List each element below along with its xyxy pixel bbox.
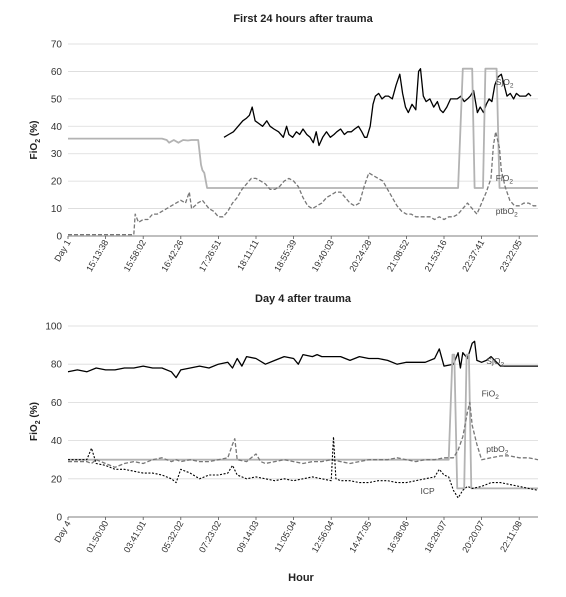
x-tick-label: Day 1 xyxy=(52,238,72,263)
y-tick-label: 20 xyxy=(51,177,63,188)
y-tick-label: 20 xyxy=(51,474,63,485)
series-sjo2-line xyxy=(67,340,538,379)
x-tick-label: Day 4 xyxy=(52,519,72,544)
y-axis-label: FiO2 (%) xyxy=(29,402,42,441)
x-tick-label: 03:41:01 xyxy=(122,519,148,554)
y-tick-label: 50 xyxy=(51,94,63,105)
x-tick-label: 20:24:28 xyxy=(347,238,373,273)
x-tick-label: 07:23:02 xyxy=(197,519,223,554)
x-tick-label: 19:40:03 xyxy=(310,238,336,273)
y-tick-label: 30 xyxy=(51,149,63,160)
series-ptbo2-line xyxy=(68,401,539,468)
y-tick-label: 60 xyxy=(51,67,63,78)
y-tick-label: 0 xyxy=(56,513,62,524)
x-tick-label: 22:11:08 xyxy=(498,519,524,554)
x-tick-label: 12:56:04 xyxy=(310,519,336,554)
x-tick-label: 21:08:52 xyxy=(385,238,411,273)
y-tick-label: 40 xyxy=(51,436,63,447)
chart-panel-1: First 24 hours after trauma FiO2 (%) 0 10 20… xyxy=(29,13,538,273)
y-tick-label: 60 xyxy=(51,398,63,409)
y-tick-label: 70 xyxy=(51,40,63,51)
x-tick-label: 18:11:11 xyxy=(235,238,261,272)
x-tick-label: 18:29:07 xyxy=(423,519,449,554)
y-tick-label: 0 xyxy=(56,232,62,243)
chart-title: First 24 hours after trauma xyxy=(233,13,373,25)
x-axis-title: Hour xyxy=(288,572,314,584)
x-tick-label: 15:58:02 xyxy=(122,238,148,273)
x-tick-label: 01:50:00 xyxy=(84,519,110,554)
series-label-sjo2: SjO2 xyxy=(496,77,514,90)
y-tick-label: 40 xyxy=(51,122,63,133)
x-tick-label: 11:05:04 xyxy=(272,519,298,554)
chart-panel-2: Day 4 after trauma FiO2 (%) 0 20 40 60 80 100 Da… xyxy=(29,293,539,554)
series-ptbo2-line xyxy=(68,131,538,236)
series-label-fio2: FiO2 xyxy=(496,173,514,186)
x-tick-label: 16:38:06 xyxy=(385,519,411,554)
x-tick-label: 15:13:38 xyxy=(84,238,110,273)
chart-title: Day 4 after trauma xyxy=(255,293,352,305)
y-tick-label: 100 xyxy=(45,322,62,333)
series-label-sjo2: SjO2 xyxy=(486,356,504,369)
x-tick-label: 05:32:02 xyxy=(159,519,185,554)
x-tick-label: 22:37:41 xyxy=(460,238,486,273)
x-tick-label: 21:53:16 xyxy=(423,238,449,273)
series-icp-line xyxy=(68,436,539,499)
x-tick-label: 20:20:07 xyxy=(460,519,486,554)
x-tick-label: 14:47:05 xyxy=(347,519,373,554)
series-fio2-line xyxy=(68,353,538,490)
y-tick-label: 10 xyxy=(51,204,63,215)
series-label-fio2: FiO2 xyxy=(482,389,500,402)
series-label-icp: ICP xyxy=(421,486,436,496)
series-fio2-line xyxy=(68,67,538,189)
series-label-ptbo2: ptbO2 xyxy=(496,206,518,219)
x-tick-label: 17:26:51 xyxy=(197,238,223,273)
x-tick-label: 09:14:03 xyxy=(235,519,261,554)
x-tick-label: 23:22:05 xyxy=(498,238,524,273)
y-axis-label: FiO2 (%) xyxy=(29,121,42,160)
x-tick-label: 18:55:39 xyxy=(272,238,298,273)
x-tick-label: 16:42:26 xyxy=(159,238,185,273)
y-tick-label: 80 xyxy=(51,360,63,371)
series-label-ptbo2: ptbO2 xyxy=(486,444,508,457)
